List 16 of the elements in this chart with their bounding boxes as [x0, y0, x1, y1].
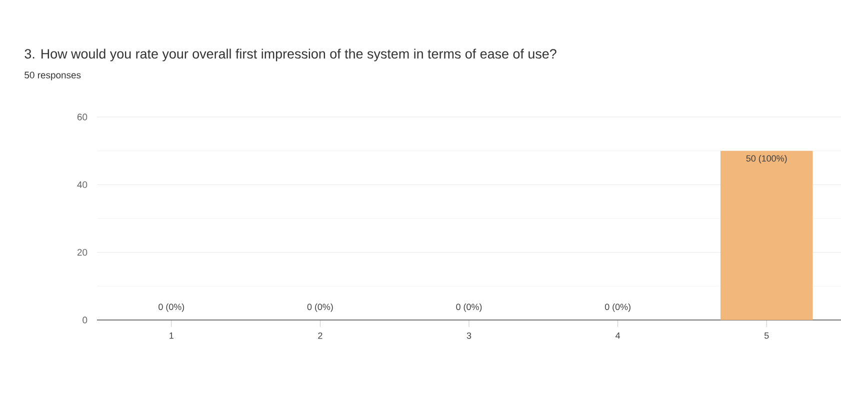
y-tick-label: 60: [77, 114, 88, 120]
data-label: 0 (0%): [307, 303, 333, 312]
data-label: 0 (0%): [456, 303, 482, 312]
x-tick-label: 2: [318, 332, 322, 339]
data-label: 0 (0%): [604, 303, 630, 312]
x-tick-label: 1: [170, 332, 174, 339]
data-label: 0 (0%): [158, 303, 184, 312]
data-label: 50 (100%): [746, 155, 787, 164]
chart-title: 3. How would you rate your overall first impression of the system in terms of ease of use?: [24, 48, 556, 62]
y-tick-label: 0: [82, 316, 88, 324]
chart-subtitle: 50 responses: [24, 72, 81, 80]
y-tick-label: 40: [77, 181, 88, 188]
x-tick-label: 4: [616, 332, 620, 339]
x-tick-label: 3: [466, 332, 472, 339]
y-tick-label: 20: [77, 248, 88, 256]
x-tick-label: 5: [764, 332, 769, 339]
